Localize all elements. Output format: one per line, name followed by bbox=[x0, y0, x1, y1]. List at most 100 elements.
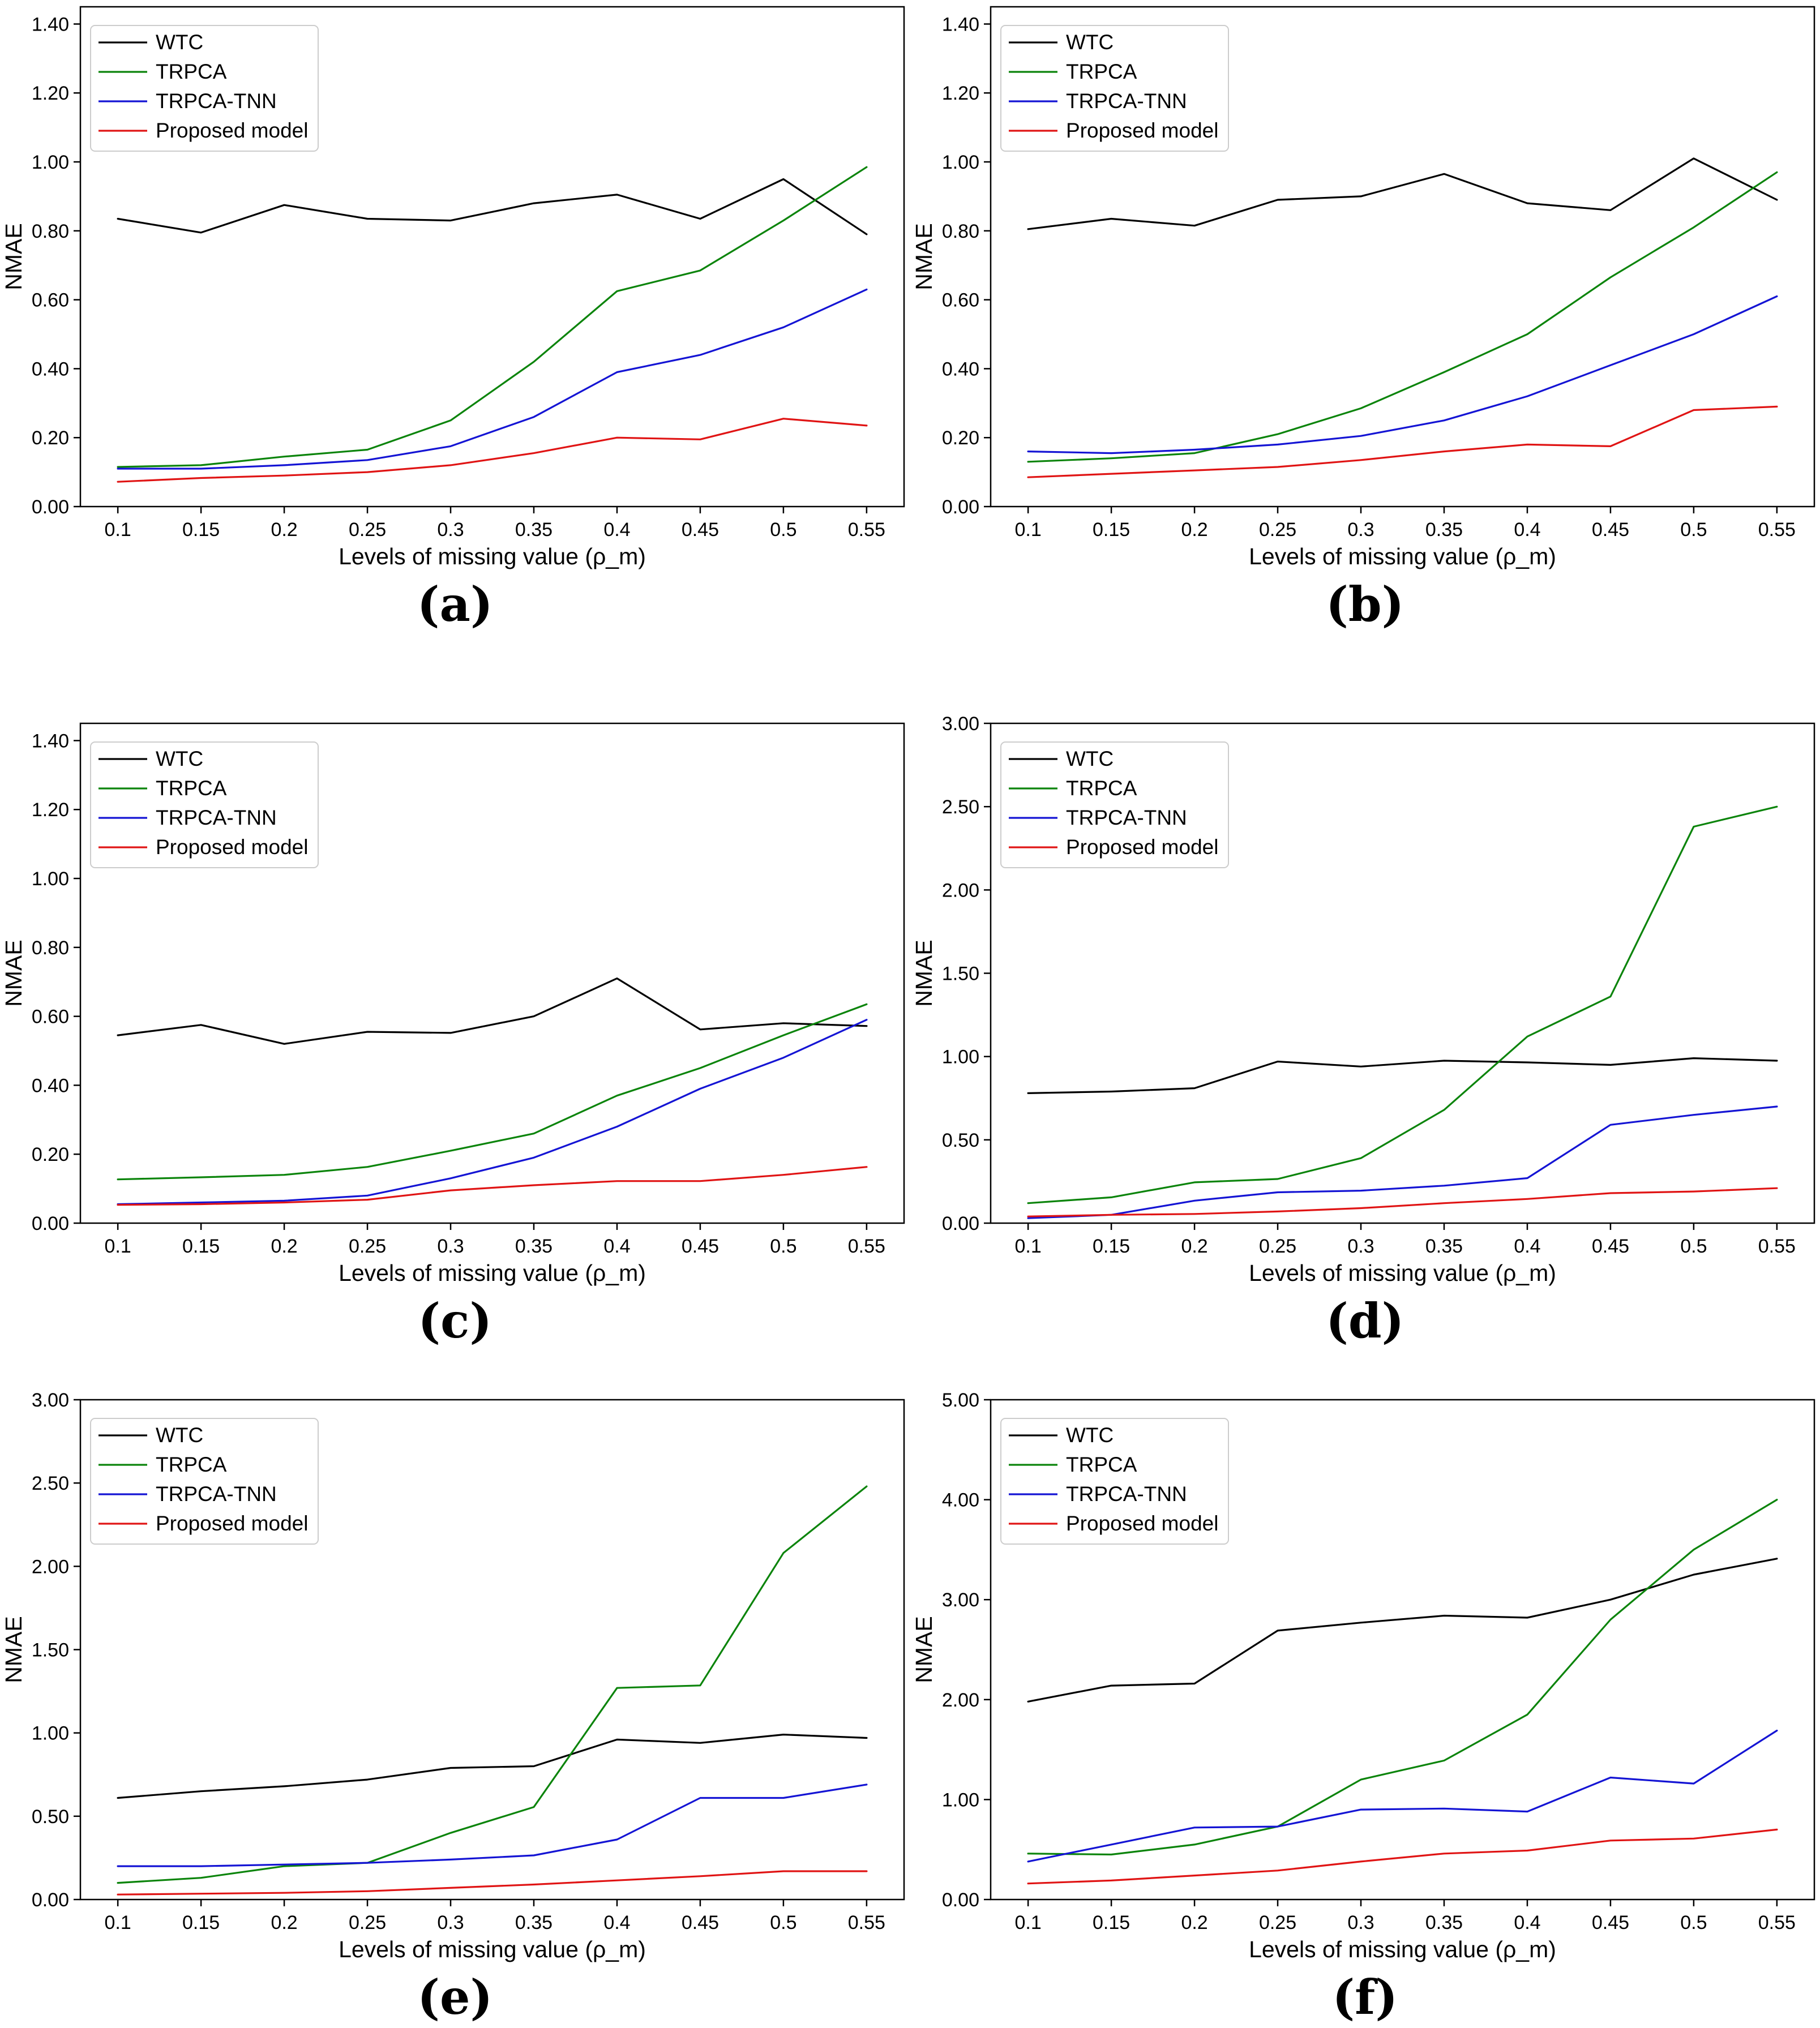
y-axis: 0.00 0.20 0.40 0.60 0.80 1.00 1.20 1.40 bbox=[942, 14, 991, 518]
x-axis-label: Levels of missing value (ρ_m) bbox=[1249, 1260, 1556, 1286]
y-tick-label: 1.40 bbox=[942, 14, 979, 35]
legend-label-trpca-tnn: TRPCA-TNN bbox=[156, 1482, 277, 1506]
legend-label-wtc: WTC bbox=[156, 31, 203, 54]
plot-area bbox=[990, 723, 1815, 1224]
legend-label-proposed-model: Proposed model bbox=[156, 1512, 308, 1535]
y-axis-label: NMAE bbox=[911, 223, 937, 290]
series-line-trpca-tnn bbox=[1027, 295, 1778, 455]
legend-label-trpca: TRPCA bbox=[156, 777, 227, 800]
y-tick-label: 0.00 bbox=[32, 1213, 69, 1234]
y-tick-label: 0.20 bbox=[942, 427, 979, 449]
legend-box bbox=[1000, 25, 1229, 152]
legend-label-trpca-tnn: TRPCA-TNN bbox=[156, 806, 277, 829]
x-tick-label: 0.1 bbox=[1014, 519, 1041, 541]
x-axis-label: Levels of missing value (ρ_m) bbox=[339, 543, 646, 569]
legend-box bbox=[90, 741, 319, 869]
x-tick-label: 0.15 bbox=[1093, 1912, 1130, 1933]
x-tick-label: 0.55 bbox=[848, 1912, 885, 1933]
y-tick-label: 0.80 bbox=[32, 937, 69, 959]
y-tick-label: 0.60 bbox=[32, 290, 69, 311]
series-line-wtc bbox=[117, 977, 868, 1045]
legend-label-trpca-tnn: TRPCA-TNN bbox=[156, 89, 277, 113]
y-tick-label: 2.50 bbox=[32, 1473, 69, 1494]
x-tick-label: 0.1 bbox=[105, 1912, 131, 1933]
legend-label-trpca: TRPCA bbox=[1066, 777, 1137, 800]
y-tick-label: 0.80 bbox=[942, 221, 979, 242]
legend-label-trpca-tnn: TRPCA-TNN bbox=[1066, 806, 1187, 829]
x-tick-label: 0.3 bbox=[1347, 1236, 1374, 1257]
y-tick-label: 1.50 bbox=[942, 963, 979, 985]
series-line-proposed-model bbox=[1027, 405, 1778, 478]
series-line-trpca bbox=[1027, 805, 1778, 1204]
legend-label-proposed-model: Proposed model bbox=[1066, 119, 1218, 142]
series-line-trpca bbox=[1027, 1498, 1778, 1855]
y-tick-label: 3.00 bbox=[942, 1589, 979, 1611]
y-tick-label: 1.00 bbox=[942, 1789, 979, 1811]
caption-d: (d) bbox=[1326, 1293, 1404, 1349]
x-tick-label: 0.45 bbox=[1592, 1236, 1629, 1257]
x-tick-label: 0.55 bbox=[1758, 1236, 1796, 1257]
legend: WTC TRPCA TRPCA-TNN Proposed model bbox=[90, 25, 319, 152]
legend: WTC TRPCA TRPCA-TNN Proposed model bbox=[90, 1417, 319, 1545]
x-tick-label: 0.4 bbox=[1514, 1236, 1540, 1257]
x-tick-label: 0.55 bbox=[1758, 1912, 1796, 1933]
x-tick-label: 0.2 bbox=[271, 1236, 298, 1257]
x-tick-label: 0.5 bbox=[1680, 1236, 1707, 1257]
chart-d: 0.000.501.001.502.002.503.000.1 0.15 0.2 0.… bbox=[911, 717, 1815, 1286]
x-tick-label: 0.4 bbox=[1514, 1912, 1540, 1933]
series-line-proposed-model bbox=[117, 1870, 868, 1896]
series-line-proposed-model bbox=[117, 1166, 868, 1206]
x-tick-label: 0.5 bbox=[1680, 1912, 1707, 1933]
x-tick-label: 0.25 bbox=[1259, 1236, 1296, 1257]
x-tick-label: 0.35 bbox=[515, 1236, 553, 1257]
x-tick-label: 0.2 bbox=[1181, 1912, 1207, 1933]
y-tick-label: 0.20 bbox=[32, 427, 69, 449]
chart-cell-f: 0.00 1.00 2.00 3.00 4.00 5.00 0.1 0.15 0.2 0.25 0.… bbox=[910, 1352, 1820, 2028]
x-tick-label: 0.15 bbox=[182, 1912, 220, 1933]
legend: WTC TRPCA TRPCA-TNN Proposed model bbox=[1000, 25, 1229, 152]
y-tick-label: 2.00 bbox=[942, 1689, 979, 1710]
y-tick-label: 0.50 bbox=[942, 1130, 979, 1151]
legend-label-proposed-model: Proposed model bbox=[156, 119, 308, 142]
y-tick-label: 1.00 bbox=[32, 1722, 69, 1744]
x-tick-label: 0.45 bbox=[682, 1236, 719, 1257]
y-tick-label: 1.00 bbox=[32, 868, 69, 890]
x-tick-label: 0.1 bbox=[105, 1236, 131, 1257]
x-tick-label: 0.55 bbox=[848, 1236, 885, 1257]
x-tick-label: 0.45 bbox=[1592, 519, 1629, 541]
y-axis-label: NMAE bbox=[1, 940, 27, 1007]
x-tick-label: 0.45 bbox=[1592, 1912, 1629, 1933]
x-tick-label: 0.15 bbox=[1093, 1236, 1130, 1257]
series-line-wtc bbox=[1027, 1057, 1778, 1095]
x-tick-label: 0.35 bbox=[1425, 1912, 1463, 1933]
y-axis: 0.00 0.50 1.00 1.50 2.00 2.50 3.00 bbox=[32, 1393, 81, 1911]
x-tick-label: 0.35 bbox=[515, 1912, 553, 1933]
y-tick-label: 0.50 bbox=[32, 1806, 69, 1827]
x-tick-label: 0.5 bbox=[770, 519, 797, 541]
x-tick-label: 0.3 bbox=[438, 1236, 464, 1257]
y-tick-label: 5.00 bbox=[942, 1393, 979, 1411]
x-tick-label: 0.35 bbox=[1425, 1236, 1463, 1257]
caption-e: (e) bbox=[417, 1969, 493, 2025]
chart-b: 0.000.200.400.600.801.001.201.400.1 0.15 0… bbox=[911, 6, 1815, 569]
y-tick-label: 0.00 bbox=[942, 1889, 979, 1911]
legend-label-wtc: WTC bbox=[1066, 1424, 1114, 1447]
series-line-proposed-model bbox=[1027, 1187, 1778, 1218]
chart-e: 0.000.501.001.502.002.503.000.1 0.15 0.2 0.… bbox=[1, 1393, 905, 1962]
x-tick-label: 0.4 bbox=[604, 1912, 631, 1933]
y-tick-label: 0.40 bbox=[32, 358, 69, 380]
y-tick-label: 1.20 bbox=[942, 83, 979, 104]
x-axis: 0.1 0.15 0.2 0.25 0.3 0.35 0.4 0.45 0.5 0.55 bbox=[105, 1899, 885, 1933]
y-tick-label: 1.50 bbox=[32, 1639, 69, 1661]
y-tick-label: 0.80 bbox=[32, 221, 69, 242]
y-tick-label: 2.00 bbox=[942, 880, 979, 902]
x-axis: 0.1 0.15 0.2 0.25 0.3 0.35 0.4 0.45 0.5 0.55 bbox=[1014, 1899, 1796, 1933]
caption-b: (b) bbox=[1326, 576, 1404, 632]
chart-cell-a: 0.00 0.20 0.40 0.60 0.80 1.00 1.20 1.40 0.1 0.15 0… bbox=[0, 0, 910, 676]
y-axis-label: NMAE bbox=[911, 940, 937, 1007]
y-tick-label: 0.60 bbox=[32, 1006, 69, 1028]
x-tick-label: 0.25 bbox=[1259, 1912, 1296, 1933]
x-tick-label: 0.35 bbox=[1425, 519, 1463, 541]
legend-label-proposed-model: Proposed model bbox=[1066, 835, 1218, 859]
